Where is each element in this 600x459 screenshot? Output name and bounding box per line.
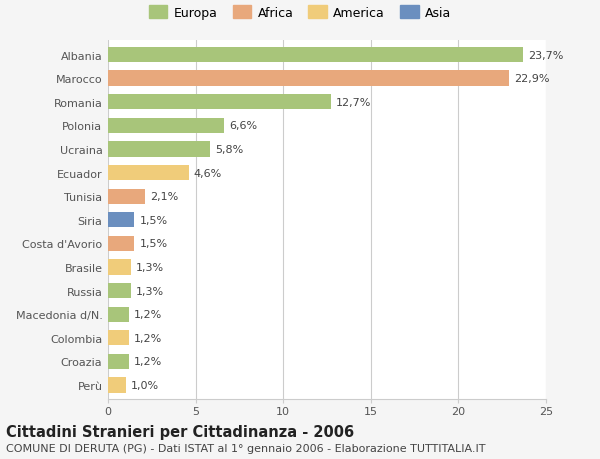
Text: 1,2%: 1,2% [134,309,163,319]
Text: 2,1%: 2,1% [150,192,178,202]
Bar [108,142,209,157]
Text: 4,6%: 4,6% [194,168,222,178]
Text: 1,2%: 1,2% [134,333,163,343]
Text: 12,7%: 12,7% [336,98,371,107]
Bar [108,71,509,87]
Text: 1,3%: 1,3% [136,286,164,296]
Legend: Europa, Africa, America, Asia: Europa, Africa, America, Asia [149,6,451,20]
Text: 22,9%: 22,9% [514,74,550,84]
Bar [108,378,125,393]
Text: 1,0%: 1,0% [131,380,159,390]
Bar [108,48,523,63]
Bar [108,354,129,369]
Bar [108,189,145,204]
Text: 6,6%: 6,6% [229,121,257,131]
Text: 1,5%: 1,5% [140,239,167,249]
Bar [108,95,331,110]
Text: 1,2%: 1,2% [134,357,163,367]
Bar [108,260,131,275]
Bar [108,166,188,181]
Bar [108,236,134,252]
Bar [108,283,131,299]
Text: 5,8%: 5,8% [215,145,243,155]
Text: 23,7%: 23,7% [529,50,564,61]
Bar [108,330,129,346]
Text: 1,3%: 1,3% [136,263,164,273]
Text: Cittadini Stranieri per Cittadinanza - 2006: Cittadini Stranieri per Cittadinanza - 2… [6,425,354,440]
Bar [108,118,224,134]
Bar [108,213,134,228]
Text: COMUNE DI DERUTA (PG) - Dati ISTAT al 1° gennaio 2006 - Elaborazione TUTTITALIA.: COMUNE DI DERUTA (PG) - Dati ISTAT al 1°… [6,443,485,453]
Bar [108,307,129,322]
Text: 1,5%: 1,5% [140,215,167,225]
